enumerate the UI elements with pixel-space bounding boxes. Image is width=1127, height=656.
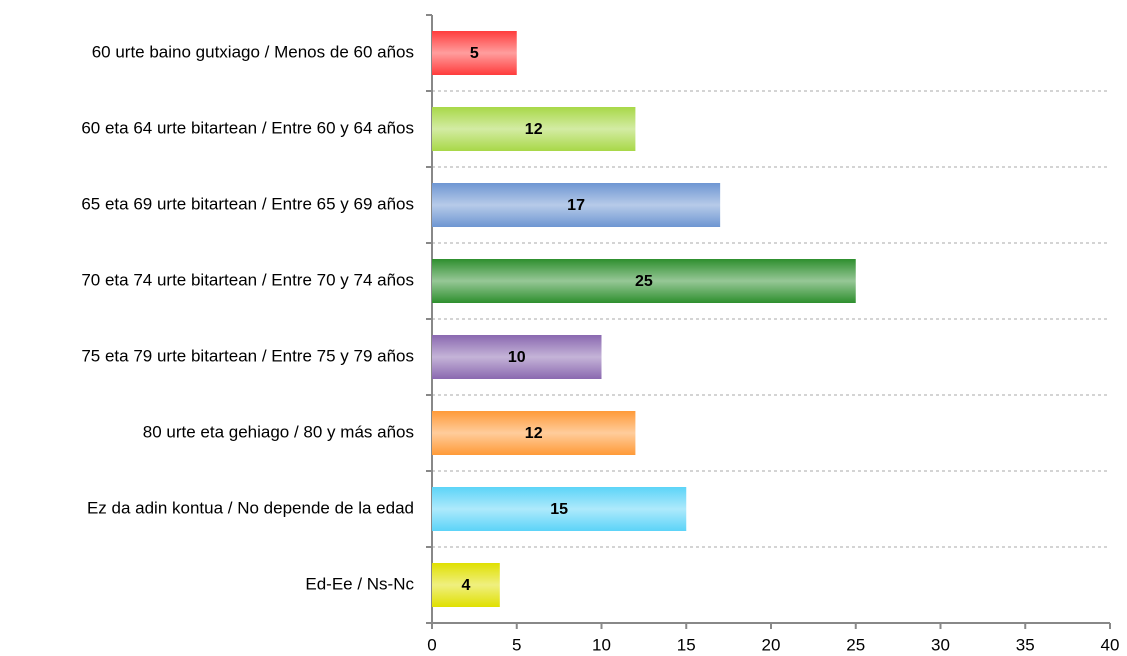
value-label: 5 [470, 45, 479, 62]
bar [432, 259, 856, 303]
value-label: 4 [461, 577, 470, 594]
value-label: 10 [508, 349, 526, 366]
x-tick-label: 25 [846, 635, 865, 654]
value-label: 17 [567, 197, 585, 214]
x-tick-label: 10 [592, 635, 611, 654]
bar [432, 31, 517, 75]
x-tick-label: 5 [512, 635, 521, 654]
y-tick-label: 60 eta 64 urte bitartean / Entre 60 y 64… [81, 118, 414, 137]
x-tick-label: 35 [1016, 635, 1035, 654]
bar [432, 563, 500, 607]
bar [432, 335, 602, 379]
y-tick-label: Ez da adin kontua / No depende de la eda… [87, 498, 414, 517]
x-tick-label: 0 [427, 635, 436, 654]
y-tick-label: 65 eta 69 urte bitartean / Entre 65 y 69… [81, 194, 414, 213]
bar [432, 183, 721, 227]
y-tick-label: Ed-Ee / Ns-Nc [305, 574, 414, 593]
y-tick-label: 75 eta 79 urte bitartean / Entre 75 y 79… [81, 346, 414, 365]
y-tick-label: 60 urte baino gutxiago / Menos de 60 año… [92, 42, 414, 61]
x-tick-label: 15 [677, 635, 696, 654]
x-tick-label: 40 [1101, 635, 1120, 654]
value-label: 15 [550, 501, 568, 518]
x-tick-label: 30 [931, 635, 950, 654]
value-label: 25 [635, 273, 653, 290]
x-tick-label: 20 [762, 635, 781, 654]
y-tick-label: 70 eta 74 urte bitartean / Entre 70 y 74… [81, 270, 414, 289]
bar [432, 107, 636, 151]
y-tick-label: 80 urte eta gehiago / 80 y más años [143, 422, 414, 441]
bar [432, 411, 636, 455]
bar [432, 487, 687, 531]
value-label: 12 [525, 425, 543, 442]
value-label: 12 [525, 121, 543, 138]
